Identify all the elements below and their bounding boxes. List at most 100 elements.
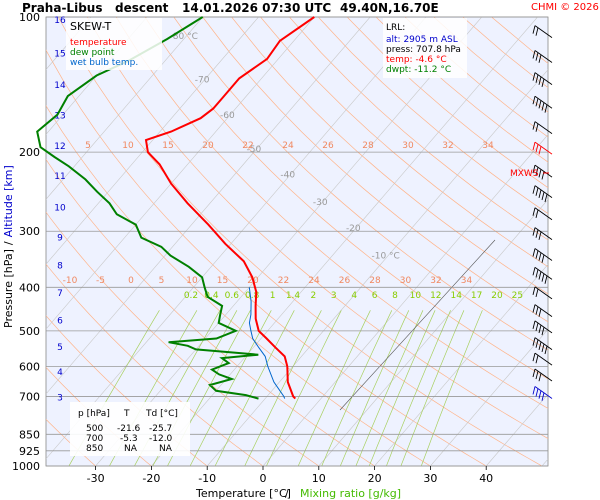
legend-dewpoint: dew point — [70, 48, 115, 58]
dry-adiabat — [115, 17, 548, 409]
adiabat-label-200: 26 — [322, 141, 334, 151]
mixing-ratio-label: 8 — [392, 291, 398, 301]
wind-barb-feather — [535, 250, 539, 259]
wind-barb-staff — [534, 141, 553, 155]
mixing-ratio-label: 4 — [351, 291, 357, 301]
y-axis-title-pressure: Pressure [hPa] — [2, 249, 15, 328]
legend-box — [66, 18, 162, 70]
wind-barb-staff — [534, 352, 553, 366]
wind-barb-feather — [535, 269, 539, 278]
lrl-dwpt: dwpt: -11.2 °C — [386, 65, 451, 75]
mixing-ratio-line — [189, 310, 272, 466]
wind-barb-feather — [535, 167, 539, 176]
wind-barb — [532, 304, 553, 317]
isotherm-label: -20 — [346, 224, 361, 234]
wind-barb-feather — [535, 355, 539, 364]
wind-barb-staff — [534, 121, 553, 134]
y-axis-title-altitude: Altitude [km] — [2, 165, 15, 237]
altitude-tick-label: 16 — [54, 16, 66, 26]
pressure-tick-label: 600 — [19, 360, 40, 373]
wind-barb-feather — [532, 72, 536, 81]
wind-barb-feather — [532, 25, 536, 34]
temperature-tick-label: 0 — [260, 472, 267, 485]
isotherm-label: -60 — [220, 111, 235, 121]
wind-barb-feather — [532, 121, 536, 130]
wind-barb-feather — [535, 144, 539, 153]
wind-barb-feather — [535, 98, 539, 107]
altitude-tick-label: 4 — [57, 368, 63, 378]
table-row-700-p: 700 — [86, 434, 103, 444]
wind-barb-feather — [538, 76, 542, 85]
legend-temperature: temperature — [70, 38, 127, 48]
wind-barb-feather — [532, 320, 536, 329]
table-header-p: p [hPa] — [78, 409, 110, 419]
mixing-ratio-label: 1.4 — [286, 291, 301, 301]
altitude-tick-label: 11 — [54, 172, 65, 182]
temperature-tick-label: 20 — [368, 472, 382, 485]
mixing-ratio-line — [321, 310, 393, 466]
wind-barb-feather — [532, 165, 536, 174]
header-datetime: 14.01.2026 07:30 UTC — [182, 1, 331, 15]
pressure-tick-label: 500 — [19, 325, 40, 338]
wind-barb-feather — [541, 392, 545, 401]
wind-barb-staff — [534, 227, 553, 240]
wind-barb-feather — [535, 74, 539, 83]
wind-barb-feather — [538, 54, 542, 63]
isotherm-label: -80 °C — [170, 32, 198, 42]
adiabat-label-200: 34 — [482, 141, 494, 151]
wind-barb-feather — [535, 187, 539, 196]
adiabat-label-200: 20 — [202, 141, 214, 151]
mixing-ratio-label: 0.6 — [225, 291, 240, 301]
wind-barb-staff — [534, 25, 553, 38]
isotherm-line — [430, 328, 548, 466]
wind-barb-feather — [538, 373, 542, 382]
mixing-ratio-label: 20 — [491, 291, 503, 301]
wind-barb — [532, 286, 553, 300]
wind-barb-feather — [532, 386, 536, 395]
adiabat-label-200: 5 — [85, 141, 91, 151]
y-axis-title: Pressure [hPa] / Altitude [km] — [2, 165, 15, 328]
table-row-700-td: -12.0 — [149, 434, 173, 444]
grid-layer: 1002003004005006007008509251000161514131… — [12, 11, 548, 485]
isotherm-line — [374, 263, 548, 466]
wind-barb-feather — [544, 104, 548, 113]
altitude-tick-label: 15 — [54, 50, 65, 60]
mixing-ratio-label: 2 — [311, 291, 317, 301]
wind-barb-feather — [538, 308, 542, 317]
temperature-tick-label: 30 — [423, 472, 437, 485]
isotherm-line — [262, 134, 548, 466]
pressure-tick-label: 400 — [19, 281, 40, 294]
wind-barb-staff — [534, 337, 553, 351]
mixing-ratio-label: 12 — [430, 291, 441, 301]
altitude-tick-label: 12 — [54, 142, 65, 152]
wind-barb — [532, 72, 553, 88]
wind-barb — [532, 50, 553, 63]
wind-barb-feather — [541, 102, 545, 111]
wind-barb-feather — [532, 227, 536, 236]
wind-barb-feather — [538, 189, 542, 198]
wind-barb-feather — [544, 345, 548, 355]
adiabat-label-400: 32 — [430, 276, 441, 286]
wind-barb — [532, 95, 553, 113]
wind-barb-feather — [538, 271, 542, 280]
wind-barb-staff — [534, 368, 553, 382]
mixing-ratio-label: 0.2 — [184, 291, 198, 301]
wind-barb-feather — [535, 388, 539, 397]
mixing-ratio-line — [297, 310, 371, 466]
wind-barb-staff — [534, 286, 553, 300]
wind-barb-feather — [532, 267, 536, 276]
dry-adiabat — [173, 17, 548, 351]
adiabat-label-200: 24 — [282, 141, 294, 151]
mixing-ratio-line — [339, 310, 410, 466]
temperature-tick-label: 40 — [479, 472, 493, 485]
table-header-td: Td [°C] — [145, 409, 178, 419]
dry-adiabat — [231, 17, 548, 295]
isotherm-label: -30 — [313, 198, 328, 208]
mixing-ratio-line — [244, 310, 322, 466]
wind-barb-feather — [535, 288, 539, 298]
adiabat-label-400: 30 — [400, 276, 412, 286]
mixing-ratio-line — [355, 310, 424, 466]
wind-barb-feather — [535, 322, 539, 332]
pressure-tick-label: 925 — [19, 445, 40, 458]
